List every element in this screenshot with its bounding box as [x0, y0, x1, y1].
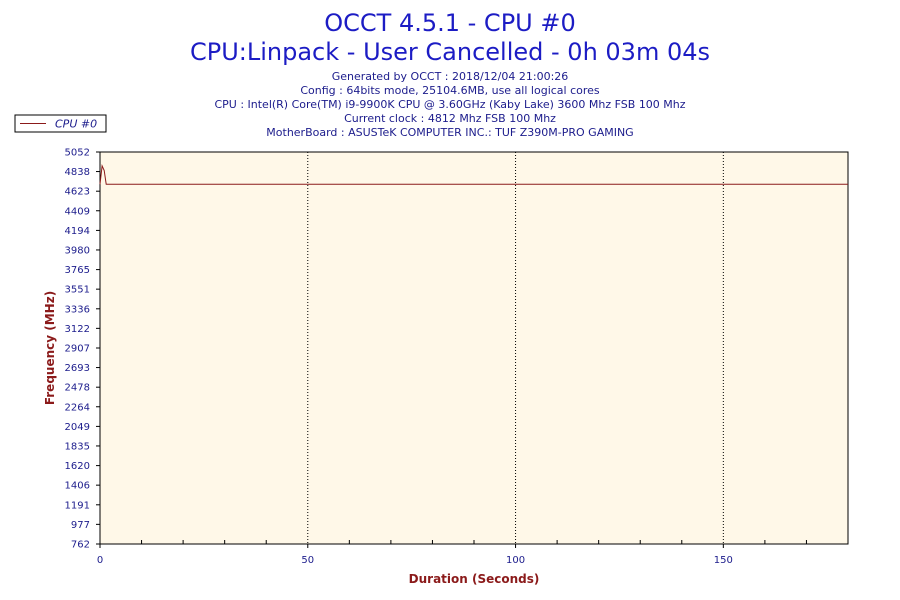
- y-tick-label: 3336: [65, 304, 90, 315]
- legend-label: CPU #0: [55, 118, 97, 131]
- y-tick-label: 3551: [65, 285, 90, 296]
- y-tick-label: 4623: [65, 187, 90, 198]
- y-tick-label: 1406: [65, 481, 90, 492]
- y-tick-label: 3765: [65, 265, 90, 276]
- y-tick-label: 1191: [65, 500, 90, 511]
- legend: CPU #0: [14, 114, 107, 133]
- y-tick-label: 4838: [65, 167, 90, 178]
- legend-box: [14, 114, 107, 133]
- plot-area: [99, 151, 849, 545]
- y-tick-label: 762: [71, 540, 90, 551]
- x-tick-label: 150: [714, 555, 733, 566]
- y-tick-label: 977: [71, 520, 90, 531]
- y-tick-label: 2478: [65, 383, 90, 394]
- y-tick-label: 1835: [65, 441, 90, 452]
- y-tick-label: 4194: [65, 226, 90, 237]
- y-tick-label: 3980: [65, 245, 90, 256]
- grid-lines: [307, 152, 724, 544]
- y-tick-label: 2264: [65, 402, 90, 413]
- x-axis: 0 50 100 150: [97, 540, 807, 566]
- x-tick-label: 100: [506, 555, 525, 566]
- y-tick-label: 2693: [65, 363, 90, 374]
- chart-title: OCCT 4.5.1 - CPU #0: [324, 9, 575, 37]
- x-axis-label: Duration (Seconds): [409, 572, 540, 586]
- y-tick-label: 3122: [65, 324, 90, 335]
- y-axis: 762 977 1191 1406 1620 1835 2049 2264 2478 2693 29…: [65, 148, 100, 551]
- y-tick-label: 2049: [65, 422, 90, 433]
- info-config: Config : 64bits mode, 25104.6MB, use all…: [300, 84, 600, 97]
- info-cpu: CPU : Intel(R) Core(TM) i9-9900K CPU @ 3…: [214, 98, 685, 111]
- info-motherboard: MotherBoard : ASUSTeK COMPUTER INC.: TUF…: [266, 126, 633, 139]
- series-line-cpu-0: [99, 164, 848, 185]
- y-tick-label: 5052: [65, 148, 90, 159]
- chart-subtitle: CPU:Linpack - User Cancelled - 0h 03m 04…: [190, 38, 710, 66]
- y-tick-label: 4409: [65, 206, 90, 217]
- info-generated: Generated by OCCT : 2018/12/04 21:00:26: [332, 70, 569, 83]
- y-tick-label: 2907: [65, 344, 90, 355]
- y-tick-label: 1620: [65, 461, 90, 472]
- series-group: [99, 164, 848, 185]
- x-tick-label: 50: [301, 555, 314, 566]
- x-tick-label: 0: [97, 555, 103, 566]
- info-clock: Current clock : 4812 Mhz FSB 100 Mhz: [344, 112, 556, 125]
- y-axis-label: Frequency (MHz): [43, 291, 57, 405]
